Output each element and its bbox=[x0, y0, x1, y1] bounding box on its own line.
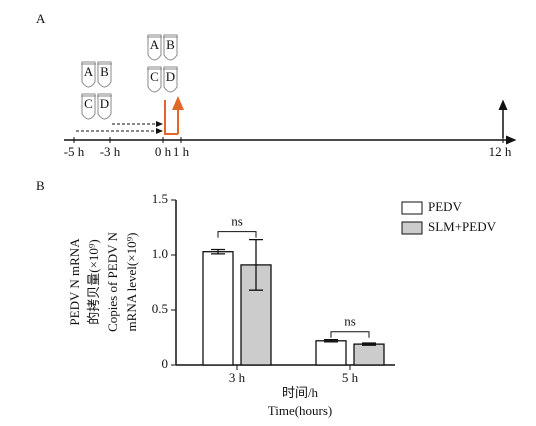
error-bar bbox=[211, 248, 225, 255]
error-bar bbox=[324, 339, 338, 343]
legend-swatch bbox=[401, 201, 423, 215]
error-bar bbox=[362, 342, 376, 346]
tube-label: C bbox=[84, 96, 93, 111]
tube-label: D bbox=[166, 69, 175, 84]
legend-swatch bbox=[401, 221, 423, 235]
time-label: 1 h bbox=[173, 144, 190, 159]
significance-bracket bbox=[217, 231, 257, 238]
x-tick-label: 5 h bbox=[342, 370, 359, 385]
tube-label: D bbox=[100, 96, 109, 111]
x-tick-label: 3 h bbox=[229, 370, 246, 385]
panel-label: B bbox=[36, 178, 45, 193]
legend-label: SLM+PEDV bbox=[428, 219, 497, 234]
tube bbox=[147, 66, 162, 93]
time-label: -3 h bbox=[100, 144, 121, 159]
time-label: 0 h bbox=[155, 144, 172, 159]
tube bbox=[97, 61, 112, 88]
y-tick-label: 0 bbox=[162, 356, 169, 371]
time-label: 12 h bbox=[489, 144, 512, 159]
bar bbox=[353, 343, 385, 366]
y-axis-label: 的拷贝量(×10⁹) bbox=[86, 239, 101, 325]
panel-label: A bbox=[36, 11, 46, 26]
tube-label: A bbox=[84, 64, 94, 79]
tube-label: B bbox=[166, 37, 175, 52]
bar bbox=[202, 251, 234, 366]
tube-label: A bbox=[150, 37, 160, 52]
tube bbox=[81, 93, 96, 120]
time-label: -5 h bbox=[64, 144, 85, 159]
y-tick-label: 0.5 bbox=[152, 301, 168, 316]
y-tick-label: 1.0 bbox=[152, 246, 168, 261]
tube-label: C bbox=[150, 69, 159, 84]
orange-line bbox=[164, 100, 178, 135]
y-axis-label: Copies of PEDV N bbox=[105, 231, 120, 331]
tube bbox=[81, 61, 96, 88]
significance-label: ns bbox=[231, 214, 243, 229]
significance-bracket bbox=[330, 331, 370, 338]
tube bbox=[163, 34, 178, 61]
y-axis-label: mRNA level(×10⁹) bbox=[124, 233, 139, 332]
x-axis-label: Time(hours) bbox=[268, 403, 333, 418]
error-bar bbox=[249, 238, 263, 291]
significance-label: ns bbox=[344, 314, 356, 329]
legend-label: PEDV bbox=[428, 199, 463, 214]
y-tick-label: 1.5 bbox=[152, 191, 168, 206]
y-axis-label: PEDV N mRNA bbox=[67, 238, 82, 326]
tube bbox=[97, 93, 112, 120]
x-axis-label: 时间/h bbox=[282, 385, 319, 400]
tube bbox=[163, 66, 178, 93]
bar bbox=[315, 340, 347, 366]
tube-label: B bbox=[100, 64, 109, 79]
tube bbox=[147, 34, 162, 61]
